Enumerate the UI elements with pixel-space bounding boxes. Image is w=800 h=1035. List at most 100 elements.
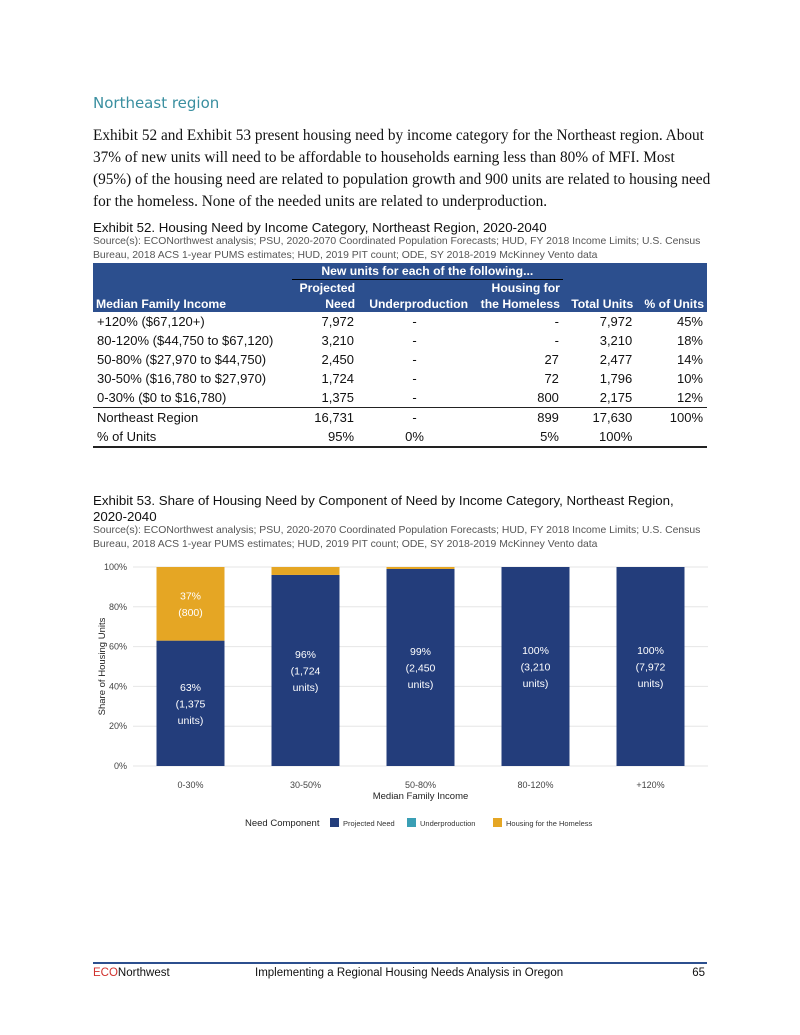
table-cell: 100% (636, 407, 707, 427)
section-title: Northeast region (93, 94, 220, 112)
footer-title: Implementing a Regional Housing Needs An… (255, 967, 564, 979)
data-label: 100% (522, 645, 549, 657)
bar-projected-need (156, 640, 225, 766)
x-axis-label: Median Family Income (373, 791, 469, 802)
data-label: 100% (637, 645, 664, 657)
column-header: % of Units (636, 296, 707, 312)
table-cell: - (554, 314, 559, 329)
data-label: units) (408, 679, 434, 691)
table-cell: 72 (544, 371, 559, 386)
table-cell: 12% (676, 390, 703, 405)
brand-rest: Northwest (117, 967, 170, 979)
table-cell (636, 427, 707, 448)
data-label: 96% (295, 649, 316, 661)
data-label: 63% (180, 682, 201, 694)
table-cell: % of Units (93, 427, 292, 448)
bar-projected-need (501, 567, 570, 766)
table-cell: 899 (471, 407, 563, 427)
exhibit-53-source: Source(s): ECONorthwest analysis; PSU, 2… (93, 525, 701, 550)
table-cell: 100% (562, 427, 637, 448)
table-cell: 17,630 (562, 407, 637, 427)
table-cell: 45% (676, 314, 703, 329)
table-cell: 80-120% ($44,750 to $67,120) (97, 333, 274, 348)
table-row: +120% ($67,120+) 7,972 - - 7,972 45% (93, 312, 707, 331)
data-label: (1,724 (291, 665, 321, 677)
table-cell: - (358, 407, 472, 427)
exhibit-53-title-line2: 2020-2040 (93, 509, 157, 524)
table-cell: 30-50% ($16,780 to $27,970) (97, 371, 267, 386)
brand-eco: ECO (93, 967, 118, 979)
table-cell: 2,477 (599, 352, 633, 367)
footer: ECONorthwest Implementing a Regional Hou… (93, 962, 707, 979)
x-tick-label: 0-30% (177, 780, 203, 790)
exhibit-52-source: Source(s): ECONorthwest analysis; PSU, 2… (93, 236, 701, 261)
table-cell: 1,375 (321, 390, 355, 405)
table-row: 50-80% ($27,970 to $44,750) 2,450 - 27 2,477… (93, 350, 707, 369)
bar-housing-for-the-homeless (271, 567, 340, 575)
data-label: 37% (180, 591, 201, 603)
bar-housing-for-the-homeless (156, 567, 225, 641)
x-tick-label: 30-50% (290, 780, 321, 790)
data-label: (3,210 (521, 662, 551, 674)
table-cell: 7,972 (599, 314, 633, 329)
table-row: 0-30% ($0 to $16,780) 1,375 - 800 2,175 12% (93, 388, 707, 408)
y-tick-label: 40% (109, 681, 127, 691)
column-header (636, 279, 707, 296)
column-header: Projected (291, 279, 359, 296)
table-cell: 27 (544, 352, 559, 367)
table-cell: 7,972 (321, 314, 355, 329)
y-tick-label: 100% (104, 562, 127, 572)
table-cell: - (412, 352, 417, 367)
table-row: Northeast Region 16,731-899 17,630 100% (93, 407, 707, 427)
column-header (93, 279, 292, 296)
group-header: New units for each of the following... (291, 263, 563, 280)
table-cell: +120% ($67,120+) (97, 314, 205, 329)
table-cell: - (412, 390, 417, 405)
column-header: Median Family Income (93, 296, 292, 312)
legend-swatch (493, 818, 502, 827)
legend-item: Projected Need (343, 819, 395, 828)
table-cell: 95% (291, 427, 359, 448)
bar-projected-need (271, 574, 340, 766)
legend-item: Housing for the Homeless (506, 819, 593, 828)
footer-brand: ECONorthwest (93, 967, 170, 979)
legend-title: Need Component (245, 818, 320, 829)
table-cell: 0% (358, 427, 472, 448)
page-number: 65 (692, 967, 705, 979)
y-axis-label: Share of Housing Units (97, 617, 108, 715)
housing-need-table: New units for each of the following... P… (93, 263, 707, 448)
table-row: 80-120% ($44,750 to $67,120) 3,210 - - 3,210… (93, 331, 707, 350)
table-cell: 3,210 (599, 333, 633, 348)
table-cell: 5% (471, 427, 563, 448)
stacked-bar-chart: 0% 20% 40% 60% 80% 100% 63% (1,375 units) 37% (800… (97, 562, 708, 829)
y-tick-label: 0% (114, 761, 127, 771)
column-header: Housing for (471, 279, 563, 296)
table-cell: Northeast Region (93, 407, 292, 427)
y-tick-label: 80% (109, 602, 127, 612)
table-cell: 2,450 (321, 352, 355, 367)
exhibit-53-title-line1: Exhibit 53. Share of Housing Need by Com… (93, 493, 674, 508)
data-label: units) (178, 715, 204, 727)
column-header: Total Units (562, 296, 637, 312)
data-label: units) (638, 678, 664, 690)
y-tick-label: 20% (109, 721, 127, 731)
exhibit-53-title: Exhibit 53. Share of Housing Need by Com… (93, 493, 713, 525)
exhibit-52-title: Exhibit 52. Housing Need by Income Categ… (93, 220, 547, 235)
table-cell: - (412, 371, 417, 386)
bar-projected-need (616, 567, 685, 766)
table-row: % of Units 95% 0% 5% 100% (93, 427, 707, 448)
table-cell: 800 (537, 390, 559, 405)
column-header: the Homeless (471, 296, 563, 312)
legend-swatch (407, 818, 416, 827)
table-row: 30-50% ($16,780 to $27,970) 1,724 - 72 1,796… (93, 369, 707, 388)
x-tick-label: +120% (636, 780, 664, 790)
table-cell: 14% (676, 352, 703, 367)
y-tick-label: 60% (109, 642, 127, 652)
table-cell: 1,724 (321, 371, 355, 386)
column-header (562, 279, 637, 296)
data-label: units) (523, 678, 549, 690)
data-label: (7,972 (636, 662, 666, 674)
data-label: units) (293, 682, 319, 694)
table-cell: 16,731 (291, 407, 359, 427)
